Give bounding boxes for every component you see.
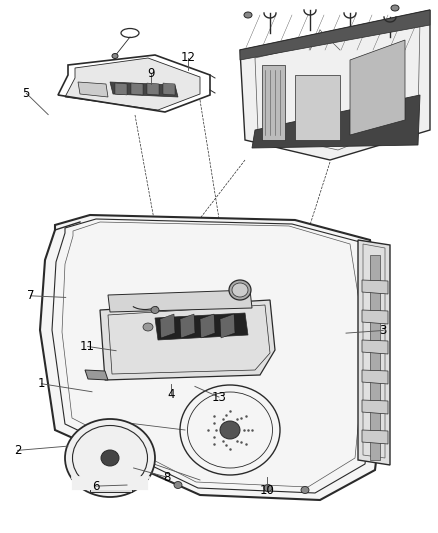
Ellipse shape	[101, 450, 119, 466]
Polygon shape	[78, 82, 108, 97]
Ellipse shape	[143, 323, 153, 331]
Polygon shape	[200, 314, 215, 338]
Polygon shape	[147, 83, 159, 95]
Ellipse shape	[220, 421, 240, 439]
Polygon shape	[40, 215, 385, 500]
Polygon shape	[240, 10, 430, 60]
Polygon shape	[90, 480, 132, 492]
Ellipse shape	[391, 5, 399, 11]
Text: 13: 13	[212, 391, 226, 403]
Polygon shape	[262, 65, 285, 140]
Polygon shape	[72, 477, 148, 490]
Polygon shape	[362, 280, 388, 294]
Text: 11: 11	[80, 340, 95, 353]
Text: 9: 9	[147, 67, 155, 80]
Polygon shape	[110, 82, 178, 97]
Polygon shape	[220, 314, 235, 338]
Polygon shape	[362, 310, 388, 324]
Polygon shape	[85, 370, 108, 380]
Ellipse shape	[232, 283, 248, 297]
Polygon shape	[358, 240, 390, 465]
Ellipse shape	[301, 487, 309, 494]
Text: 1: 1	[38, 377, 46, 390]
Polygon shape	[155, 313, 248, 340]
Text: 10: 10	[260, 484, 275, 497]
Text: 3: 3	[380, 324, 387, 337]
Polygon shape	[108, 290, 252, 312]
Ellipse shape	[244, 12, 252, 18]
Ellipse shape	[112, 53, 118, 59]
Polygon shape	[252, 95, 420, 148]
Ellipse shape	[229, 280, 251, 300]
Ellipse shape	[264, 484, 272, 491]
Polygon shape	[362, 400, 388, 414]
Text: 2: 2	[14, 444, 21, 457]
Text: 6: 6	[92, 480, 100, 492]
Polygon shape	[362, 430, 388, 444]
Polygon shape	[131, 83, 143, 95]
Text: 5: 5	[23, 87, 30, 100]
Polygon shape	[100, 300, 275, 380]
Polygon shape	[370, 255, 380, 460]
Ellipse shape	[151, 306, 159, 313]
Polygon shape	[163, 83, 175, 95]
Text: 8: 8	[163, 471, 170, 483]
Polygon shape	[362, 340, 388, 354]
Text: 4: 4	[167, 388, 175, 401]
Polygon shape	[115, 83, 127, 95]
Polygon shape	[65, 58, 200, 110]
Ellipse shape	[65, 419, 155, 497]
Polygon shape	[362, 370, 388, 384]
Text: 12: 12	[181, 51, 196, 64]
Polygon shape	[350, 40, 405, 135]
Polygon shape	[180, 314, 195, 338]
Polygon shape	[240, 10, 430, 160]
Ellipse shape	[174, 481, 182, 489]
Polygon shape	[160, 314, 175, 338]
Text: 7: 7	[27, 289, 35, 302]
Polygon shape	[295, 75, 340, 140]
